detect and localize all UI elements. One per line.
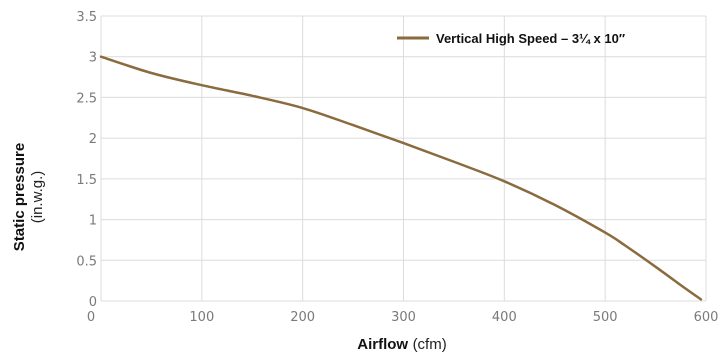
x-tick-label-5: 500: [593, 310, 618, 325]
y-tick-label-6: 3: [89, 51, 97, 66]
legend-label: Vertical High Speed – 3¼ x 10″: [436, 31, 625, 46]
y-tick-label-1: 0.5: [76, 254, 97, 269]
y-tick-label-0: 0: [89, 295, 97, 310]
y-tick-label-2: 1: [89, 214, 97, 229]
y-tick-label-4: 2: [89, 132, 97, 147]
x-tick-label-4: 400: [492, 310, 517, 325]
x-tick-label-3: 300: [391, 310, 416, 325]
grid: [100, 15, 707, 302]
y-axis-unit: (in.w.g.): [29, 171, 46, 224]
x-tick-label-1: 100: [189, 310, 214, 325]
x-axis-title-unit: (cfm): [413, 336, 447, 353]
y-tick-label-5: 2.5: [76, 91, 97, 106]
legend: Vertical High Speed – 3¼ x 10″: [397, 31, 625, 46]
x-tick-label-6: 600: [694, 310, 719, 325]
y-tick-label-3: 1.5: [76, 173, 97, 188]
x-tick-label-2: 200: [290, 310, 315, 325]
x-axis-ticks: 0 100 200 300 400 500 600: [87, 310, 719, 325]
y-tick-label-7: 3.5: [76, 10, 97, 25]
series-line-0: [99, 55, 703, 301]
y-axis-title: Static pressure: [11, 143, 28, 251]
x-axis-title: Airflow (cfm): [357, 336, 446, 353]
series-layer: [99, 55, 703, 301]
x-tick-label-0: 0: [87, 310, 95, 325]
y-axis-ticks: 0 0.5 1 1.5 2 2.5 3 3.5: [76, 10, 97, 310]
x-axis-title-bold: Airflow: [357, 336, 408, 353]
